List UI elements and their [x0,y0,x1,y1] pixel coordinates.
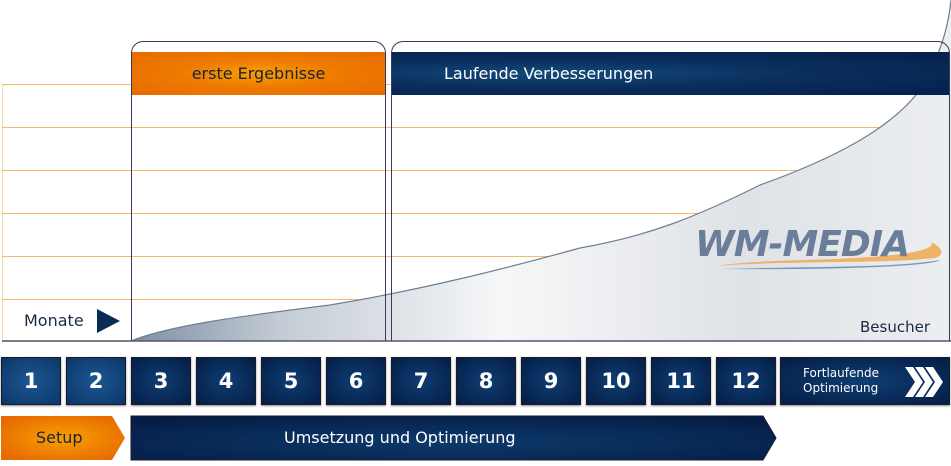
month-tile: 4 [196,357,256,405]
setup-label: Setup [36,428,83,447]
phase-first-results-header: erste Ergebnisse [132,52,385,95]
phase-ongoing-improvements-label: Laufende Verbesserungen [444,64,654,83]
grid-line [2,256,951,257]
phase-ongoing-improvements [391,41,950,341]
month-number: 2 [88,369,104,393]
grid-line [2,170,951,171]
month-tile: 5 [261,357,321,405]
month-tile: 1 [1,357,61,405]
triple-chevron-right-icon [905,367,943,397]
implementation-label: Umsetzung und Optimierung [284,428,516,447]
continuous-line2: Optimierung [803,381,879,395]
month-number: 10 [601,369,631,393]
month-tile: 11 [651,357,711,405]
month-number: 8 [478,369,494,393]
month-tile: 2 [66,357,126,405]
phase-first-results [131,41,386,341]
month-number: 11 [666,369,696,393]
logo-text: WM-MEDIA [695,224,910,265]
grid-line [2,127,951,128]
month-number: 5 [283,369,299,393]
arrow-right-icon [97,309,120,333]
month-number: 12 [731,369,761,393]
continuous-line1: Fortlaufende [803,366,879,380]
month-number: 1 [23,369,39,393]
month-tile: 9 [521,357,581,405]
y-axis-label: Besucher [860,318,930,336]
month-tile: 3 [131,357,191,405]
continuous-optimization-tile: Fortlaufende Optimierung [780,357,950,405]
month-tile: 7 [391,357,451,405]
phase-ongoing-improvements-header: Laufende Verbesserungen [392,52,949,95]
x-axis-label: Monate [24,311,84,330]
phase-first-results-label: erste Ergebnisse [191,64,326,83]
month-tile: 12 [716,357,776,405]
month-number: 3 [153,369,169,393]
month-number: 6 [348,369,364,393]
wm-media-logo: WM-MEDIA [695,222,945,272]
grid-line [2,213,951,214]
month-number: 9 [543,369,559,393]
month-tile: 6 [326,357,386,405]
month-tile: 8 [456,357,516,405]
month-number: 4 [218,369,234,393]
month-number: 7 [413,369,429,393]
month-tile: 10 [586,357,646,405]
